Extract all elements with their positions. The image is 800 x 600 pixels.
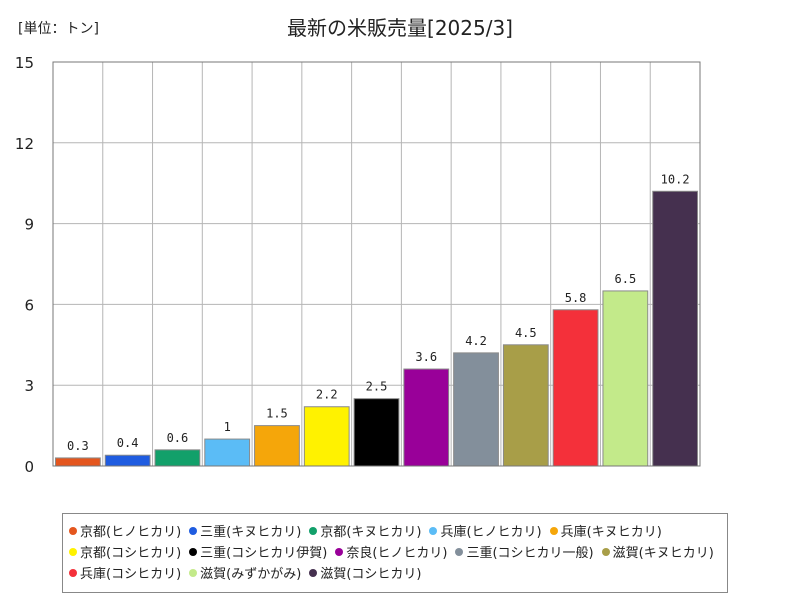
legend-item: 三重(コシヒカリ伊賀): [189, 541, 327, 562]
bar-value-label: 1.5: [266, 407, 288, 421]
bar-5: [254, 425, 300, 467]
bar-8: [403, 368, 450, 467]
legend-item: 奈良(ヒノヒカリ): [335, 541, 447, 562]
y-tick-label: 15: [15, 54, 34, 72]
bar-value-label: 4.2: [465, 334, 487, 348]
bar-7: [353, 398, 400, 467]
legend-item: 兵庫(ヒノヒカリ): [429, 520, 542, 541]
bar-1: [54, 457, 101, 467]
legend-item: 京都(ヒノヒカリ): [69, 520, 181, 541]
legend-dot-icon: [455, 547, 464, 556]
legend-dot-icon: [549, 526, 558, 535]
bar-12: [602, 290, 649, 467]
legend-item: 兵庫(キヌヒカリ): [549, 520, 662, 541]
chart-title: 最新の米販売量[2025/3]: [287, 16, 513, 40]
unit-label: [単位：トン]: [18, 21, 99, 37]
bar-value-label: 10.2: [661, 172, 690, 186]
legend-label: 三重(コシヒカリ一般): [466, 546, 594, 561]
legend-label: 京都(ヒノヒカリ): [80, 525, 182, 540]
bar-value-label: 5.8: [565, 291, 587, 305]
legend: 京都(ヒノヒカリ) 三重(キヌヒカリ) 京都(キヌヒカリ) 兵庫(ヒノヒカリ) 兵庫(キ…: [62, 513, 728, 593]
y-tick-label: 6: [24, 296, 34, 314]
legend-item: 兵庫(コシヒカリ): [69, 562, 181, 583]
legend-label: 兵庫(キヌヒカリ): [560, 525, 662, 540]
legend-item: 滋賀(みずかがみ): [189, 562, 301, 583]
bar-value-label: 6.5: [615, 272, 637, 286]
legend-label: 三重(キヌヒカリ): [200, 525, 302, 540]
bar-value-label: 0.3: [67, 439, 89, 453]
y-tick-label: 9: [24, 216, 34, 234]
bar-13: [652, 190, 699, 467]
legend-dot-icon: [69, 568, 77, 577]
legend-label: 兵庫(コシヒカリ): [80, 567, 182, 582]
bar-10: [502, 344, 549, 467]
legend-label: 滋賀(みずかがみ): [200, 567, 302, 582]
legend-dot-icon: [309, 526, 318, 535]
bar-11: [552, 309, 599, 467]
bar-chart: 0.3 0.4 0.6 1 1.5 2.2 2.5 3.6 4.2 4.5 5.8 6.5 10.2 0…: [15, 54, 701, 476]
legend-dot-icon: [69, 547, 77, 556]
y-tick-label: 12: [15, 135, 34, 153]
bar-2: [104, 454, 151, 467]
legend-dot-icon: [309, 568, 318, 577]
legend-dot-icon: [429, 526, 438, 535]
y-tick-label: 0: [24, 458, 34, 476]
y-tick-label: 3: [24, 377, 34, 395]
bar-value-label: 0.6: [167, 431, 189, 445]
legend-dot-icon: [69, 526, 77, 535]
bar-value-label: 3.6: [415, 350, 437, 364]
legend-item: 三重(コシヒカリ一般): [455, 541, 594, 562]
legend-label: 三重(コシヒカリ伊賀): [200, 546, 328, 561]
legend-dot-icon: [335, 547, 344, 556]
legend-item: 三重(キヌヒカリ): [189, 520, 301, 541]
legend-label: 奈良(ヒノヒカリ): [346, 546, 448, 561]
legend-item: 京都(コシヒカリ): [69, 541, 181, 562]
legend-label: 兵庫(ヒノヒカリ): [440, 525, 542, 540]
plot-area-frame: [52, 61, 701, 467]
legend-label: 滋賀(コシヒカリ): [320, 567, 422, 582]
legend-dot-icon: [189, 568, 198, 577]
legend-dot-icon: [189, 547, 198, 556]
bar-6: [303, 406, 350, 467]
legend-label: 京都(コシヒカリ): [80, 546, 182, 561]
bar-value-label: 4.5: [515, 326, 537, 340]
legend-dot-icon: [601, 547, 610, 556]
legend-label: 京都(キヌヒカリ): [320, 525, 422, 540]
bar-value-label: 0.4: [117, 436, 139, 450]
bar-value-label: 2.5: [366, 380, 388, 394]
legend-label: 滋賀(キヌヒカリ): [612, 546, 714, 561]
bar-4: [204, 438, 251, 467]
legend-dot-icon: [189, 526, 198, 535]
bar-value-label: 1: [224, 420, 231, 434]
legend-item: 京都(キヌヒカリ): [309, 520, 421, 541]
legend-item: 滋賀(キヌヒカリ): [601, 541, 714, 562]
legend-item: 滋賀(コシヒカリ): [309, 562, 421, 583]
bar-value-label: 2.2: [316, 388, 338, 402]
bar-3: [154, 449, 201, 467]
bar-9: [453, 352, 499, 467]
